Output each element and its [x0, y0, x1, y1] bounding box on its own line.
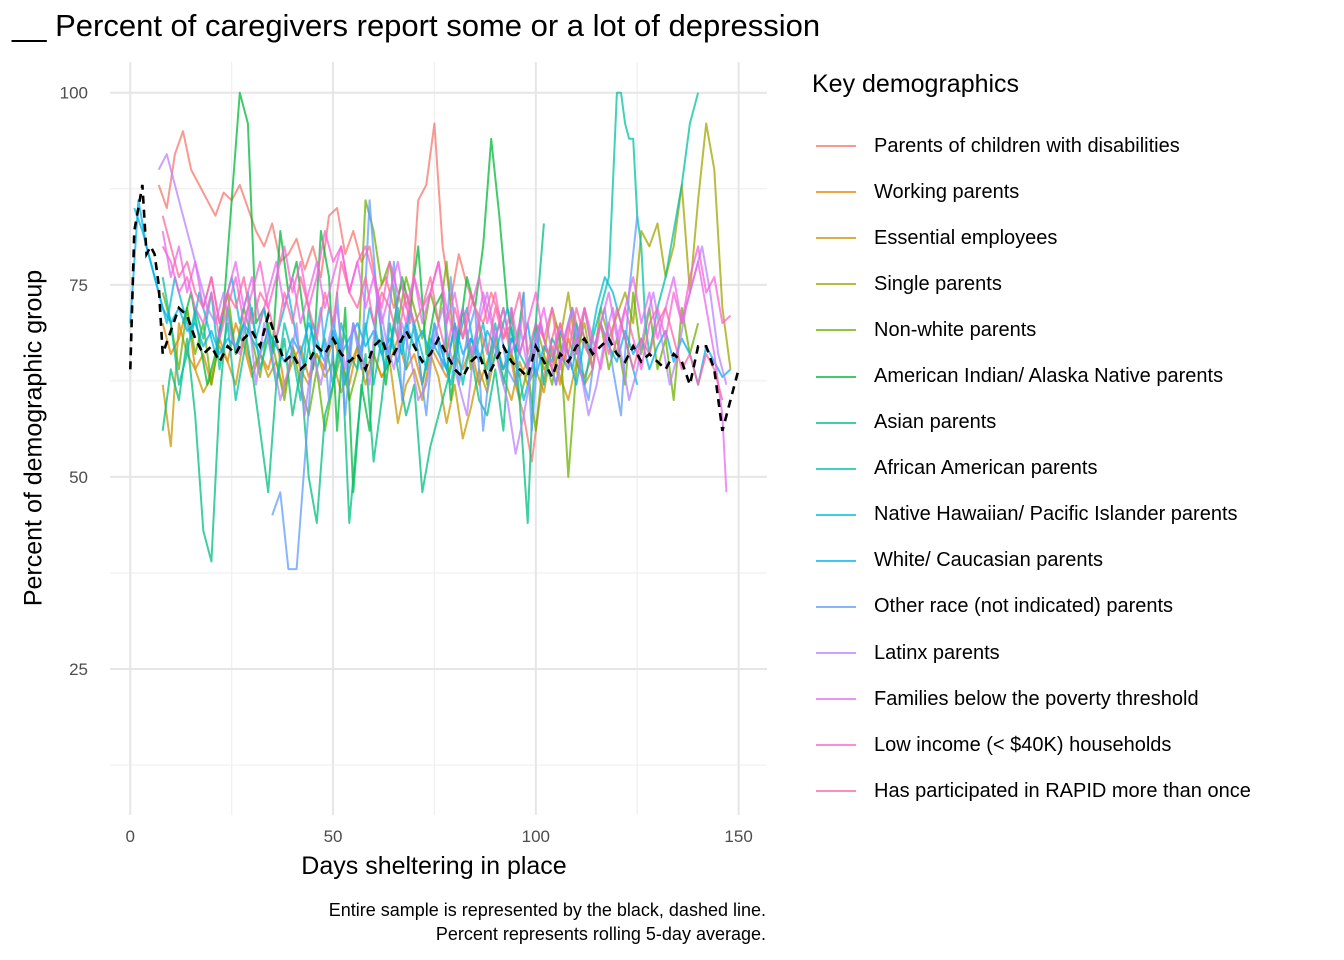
legend: Key demographics Parents of children wit…	[812, 70, 1251, 814]
legend-key	[816, 559, 856, 562]
legend-item: Latinx parents	[812, 630, 1251, 676]
legend-label: Essential employees	[874, 226, 1058, 249]
legend-label: Low income (< $40K) households	[874, 733, 1172, 756]
legend-key	[816, 744, 856, 747]
caption-line: Percent represents rolling 5-day average…	[435, 924, 766, 944]
series-line	[182, 91, 525, 494]
legend-item: Low income (< $40K) households	[812, 722, 1251, 768]
series-line	[534, 122, 732, 371]
legend-item: White/ Caucasian parents	[812, 538, 1251, 584]
legend-item: Has participated in RAPID more than once	[812, 768, 1251, 814]
legend-key	[816, 329, 856, 332]
legend-items: Parents of children with disabilities Wor…	[812, 123, 1251, 814]
legend-item: Essential employees	[812, 215, 1251, 261]
x-tick-label: 150	[724, 827, 752, 846]
chart-title: __ Percent of caregivers report some or …	[12, 8, 821, 43]
legend-item: American Indian/ Alaska Native parents	[812, 353, 1251, 399]
legend-title: Key demographics	[812, 70, 1020, 98]
entire-sample-line	[129, 184, 740, 432]
legend-label: White/ Caucasian parents	[874, 549, 1104, 572]
y-tick-label: 25	[69, 660, 88, 679]
legend-item: Working parents	[812, 169, 1251, 215]
caption-line: Entire sample is represented by the blac…	[328, 900, 766, 920]
series-line	[161, 230, 728, 493]
legend-key	[816, 698, 856, 701]
series-line	[157, 153, 728, 455]
legend-label: American Indian/ Alaska Native parents	[874, 365, 1224, 388]
legend-item: Single parents	[812, 261, 1251, 307]
legend-label: Native Hawaiian/ Pacific Islander parent…	[874, 503, 1238, 526]
legend-label: Non-white parents	[874, 318, 1037, 341]
y-tick-label: 50	[69, 468, 88, 487]
legend-item: Native Hawaiian/ Pacific Islander parent…	[812, 492, 1251, 538]
chart-caption: Entire sample is represented by the blac…	[329, 898, 766, 946]
x-tick-label: 100	[522, 827, 550, 846]
legend-item: Non-white parents	[812, 307, 1251, 353]
legend-key	[816, 421, 856, 424]
legend-item: Families below the poverty threshold	[812, 676, 1251, 722]
legend-item: Parents of children with disabilities	[812, 123, 1251, 169]
legend-label: Families below the poverty threshold	[874, 687, 1199, 710]
x-tick-label: 50	[324, 827, 343, 846]
x-tick-label: 0	[126, 827, 135, 846]
legend-label: Parents of children with disabilities	[874, 134, 1180, 157]
axis-ticks: 25 50 75 100 0 50 100 150	[60, 84, 753, 846]
legend-key	[816, 191, 856, 194]
legend-label: Latinx parents	[874, 641, 1000, 664]
legend-label: Asian parents	[874, 411, 997, 434]
series-line	[161, 215, 724, 401]
legend-key	[816, 605, 856, 608]
legend-item: Asian parents	[812, 400, 1251, 446]
y-axis-label: Percent of demographic group	[19, 269, 48, 607]
legend-key	[816, 237, 856, 240]
legend-key	[816, 283, 856, 286]
legend-key	[816, 145, 856, 148]
legend-key	[816, 513, 856, 516]
y-tick-label: 100	[60, 84, 88, 103]
legend-key	[816, 652, 856, 655]
y-tick-label: 75	[69, 276, 88, 295]
legend-label: Single parents	[874, 272, 1002, 295]
legend-item: Other race (not indicated) parents	[812, 584, 1251, 630]
legend-label: Working parents	[874, 180, 1020, 203]
legend-key	[816, 467, 856, 470]
legend-label: Has participated in RAPID more than once	[874, 779, 1251, 802]
legend-key	[816, 790, 856, 793]
legend-key	[816, 375, 856, 378]
legend-item: African American parents	[812, 446, 1251, 492]
legend-label: African American parents	[874, 457, 1098, 480]
entire-sample-line	[129, 184, 740, 432]
series-lines	[129, 91, 732, 571]
legend-label: Other race (not indicated) parents	[874, 595, 1174, 618]
x-axis-label: Days sheltering in place	[301, 852, 567, 880]
